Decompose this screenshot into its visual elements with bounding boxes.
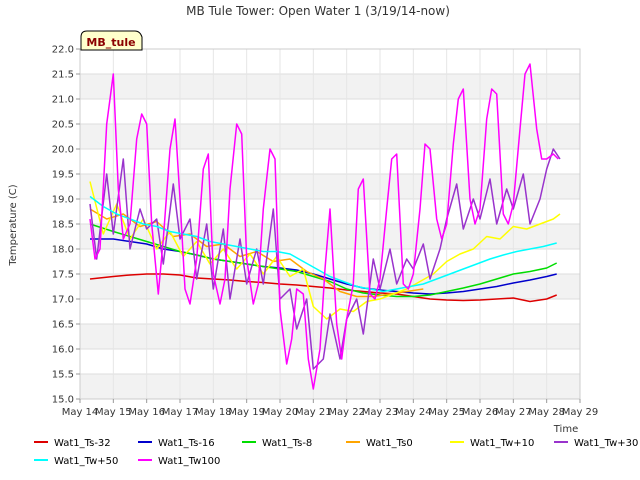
y-tick-label: 16.5 <box>52 320 74 331</box>
series-line-Wat1_Ts-32 <box>89 273 557 303</box>
x-tick-label: May 15 <box>95 407 132 418</box>
y-tick-label: 15.0 <box>52 395 74 406</box>
y-tick-label: 18.0 <box>52 245 74 256</box>
series-line-Wat1_Tw100 <box>89 63 559 390</box>
y-tick-label: 19.5 <box>52 170 74 181</box>
plot-band <box>80 274 580 299</box>
legend-label: Wat1_Tw+50 <box>54 456 118 467</box>
x-tick-label: May 19 <box>228 407 265 418</box>
x-tick-label: May 24 <box>395 407 432 418</box>
legend-item-Wat1_Tw+10: Wat1_Tw+10 <box>450 438 534 449</box>
legend-label: Wat1_Ts-16 <box>158 438 215 449</box>
legend-label: Wat1_Tw100 <box>158 456 220 467</box>
y-axis-ticks: 15.0 15.5 16.0 16.5 17.0 17.5 18.0 18.5 19.0 19.5… <box>52 45 80 406</box>
y-tick-label: 22.0 <box>52 45 74 56</box>
y-tick-label: 20.5 <box>52 120 74 131</box>
x-axis-label: Time <box>553 424 578 435</box>
x-tick-label: May 25 <box>428 407 465 418</box>
plot-band <box>80 74 580 99</box>
legend-item-Wat1_Ts-8: Wat1_Ts-8 <box>242 438 312 449</box>
legend-label: Wat1_Tw+30 <box>574 438 638 449</box>
series-line-Wat1_Tw+50 <box>89 195 557 293</box>
series-line-Wat1_Ts-16 <box>90 238 557 295</box>
legend-item-Wat1_Tw+30: Wat1_Tw+30 <box>554 438 638 449</box>
badge-background <box>80 30 143 51</box>
y-tick-label: 18.5 <box>52 220 74 231</box>
y-tick-label: 20.0 <box>52 145 74 156</box>
plot-band <box>80 124 580 149</box>
x-tick-label: May 27 <box>495 407 532 418</box>
legend-item-Wat1_Tw+50: Wat1_Tw+50 <box>34 456 118 467</box>
x-tick-label: May 22 <box>328 407 365 418</box>
x-tick-label: May 17 <box>162 407 199 418</box>
y-tick-label: 17.0 <box>52 295 74 306</box>
legend-label: Wat1_Ts0 <box>366 438 413 449</box>
x-tick-label: May 23 <box>362 407 399 418</box>
legend-label: Wat1_Ts-32 <box>54 438 111 449</box>
series-line-Wat1_Tw+30 <box>89 148 561 370</box>
station-badge: MB_tule <box>80 30 143 51</box>
x-tick-label: May 29 <box>562 407 599 418</box>
y-tick-label: 21.5 <box>52 70 74 81</box>
plot-band <box>80 174 580 199</box>
grid-lines <box>79 48 581 400</box>
y-tick-label: 21.0 <box>52 95 74 106</box>
legend-label: Wat1_Tw+10 <box>470 438 534 449</box>
plot-band <box>80 324 580 349</box>
y-axis-label: Temperature (C) <box>8 184 19 266</box>
x-tick-label: May 26 <box>462 407 499 418</box>
y-tick-label: 19.0 <box>52 195 74 206</box>
y-tick-label: 15.5 <box>52 370 74 381</box>
x-tick-label: May 21 <box>295 407 332 418</box>
chart-title: MB Tule Tower: Open Water 1 (3/19/14-now… <box>186 4 450 18</box>
x-tick-label: May 28 <box>528 407 565 418</box>
series-lines <box>89 63 561 390</box>
series-line-Wat1_Ts-8 <box>89 223 558 298</box>
x-tick-label: May 20 <box>262 407 299 418</box>
x-tick-label: May 18 <box>195 407 232 418</box>
y-tick-label: 16.0 <box>52 345 74 356</box>
x-tick-label: May 16 <box>128 407 165 418</box>
legend-item-Wat1_Ts0: Wat1_Ts0 <box>346 438 413 449</box>
legend: Wat1_Ts-32 Wat1_Ts-16 Wat1_Ts-8 Wat1_Ts0 Wat… <box>34 438 638 467</box>
plot-band <box>80 374 580 399</box>
legend-item-Wat1_Ts-32: Wat1_Ts-32 <box>34 438 111 449</box>
legend-label: Wat1_Ts-8 <box>262 438 312 449</box>
legend-item-Wat1_Ts-16: Wat1_Ts-16 <box>138 438 215 449</box>
x-tick-label: May 14 <box>62 407 99 418</box>
y-tick-label: 17.5 <box>52 270 74 281</box>
legend-item-Wat1_Tw100: Wat1_Tw100 <box>138 456 220 467</box>
badge-label: MB_tule <box>86 36 135 49</box>
